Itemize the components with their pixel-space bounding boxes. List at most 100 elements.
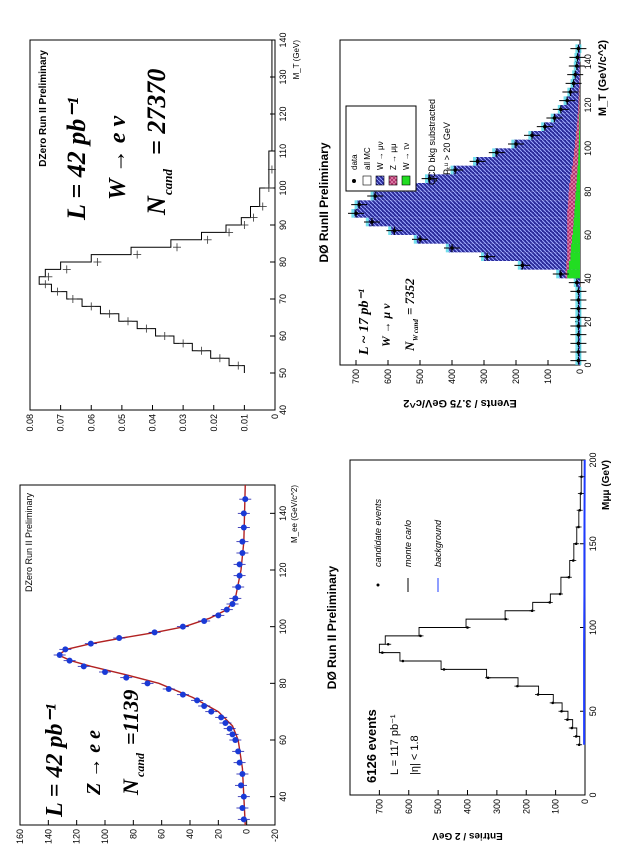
x-tick-label: 50: [588, 706, 598, 716]
w-munu-bar: [399, 183, 580, 192]
x-tick-label: 40: [583, 273, 593, 283]
data-point: [357, 202, 362, 207]
data-point: [566, 718, 569, 721]
annotation-n-value: = 7352: [402, 278, 417, 315]
z-mumu-bar: [576, 122, 580, 131]
w-munu-bar: [531, 130, 580, 140]
w-taunu-bar: [579, 113, 580, 123]
y-tick-label: 160: [15, 829, 25, 844]
data-point: [536, 693, 540, 696]
x-tick-label: 40: [278, 405, 288, 415]
data-point: [576, 306, 581, 311]
data-point: [578, 508, 582, 512]
w-taunu-bar: [572, 226, 580, 235]
data-point: [239, 550, 246, 556]
y-axis-label: Entries / 2 GeV: [432, 830, 503, 841]
z-mumu-bar: [567, 235, 573, 244]
x-tick-label: 140: [583, 54, 593, 69]
z-ee-chart: 40 60 80 100 120 140 -20 0 20 40 60 80 100 120 140 160 D…: [15, 484, 299, 844]
legend-label-1: all MC: [363, 147, 372, 170]
x-tick-label: 50: [278, 368, 288, 378]
x-tick-label: 0: [588, 792, 598, 797]
annotation-process: Z → e e: [83, 730, 105, 796]
data-point: [354, 211, 358, 216]
x-axis-label: M_T (GeV/c^2): [597, 40, 609, 116]
y-tick-label: 20: [213, 829, 223, 839]
legend-label-3: Z → μμ: [389, 143, 398, 170]
y-tick-label: 400: [447, 369, 457, 384]
data-point: [201, 618, 208, 624]
y-tick-label: 200: [521, 799, 531, 814]
z-mumu-bar: [566, 261, 569, 270]
data-point: [179, 623, 186, 630]
w-taunu-bar: [579, 130, 581, 140]
data-point: [576, 46, 581, 51]
panel-w-munu: 0 20 40 60 80 100 120 140 0 100 200 300 400 500 600 700…: [310, 20, 620, 420]
x-tick-label: 80: [278, 257, 288, 267]
z-mumu-bar: [567, 226, 573, 235]
y-tick-label: 700: [351, 369, 361, 384]
data-point: [229, 731, 236, 738]
data-point: [240, 816, 247, 823]
y-tick-label: 60: [157, 829, 167, 839]
data-point: [242, 496, 249, 503]
annotation-n-sub: W cand: [412, 319, 420, 341]
w-munu-bar: [514, 139, 580, 149]
annotation-events: 6126 events: [364, 709, 379, 783]
data-point: [576, 341, 581, 346]
legend-label-bkg: background: [433, 519, 443, 567]
w-taunu-bar: [579, 122, 580, 131]
data-point: [235, 748, 242, 755]
y-tick-label: 120: [72, 829, 82, 844]
z-mumu-bar: [567, 200, 575, 209]
data-point: [419, 634, 422, 638]
data-point: [66, 657, 73, 664]
panel-z-ee: 40 60 80 100 120 140 -20 0 20 40 60 80 100 120 140 160 D…: [0, 465, 305, 855]
legend-marker-3: [388, 175, 398, 186]
legend-marker-1: [362, 175, 372, 186]
w-munu-bar: [368, 217, 580, 227]
w-munu-bar: [553, 113, 580, 123]
data-point: [116, 635, 123, 641]
w-taunu-bar: [576, 183, 581, 192]
x-tick-label: 120: [278, 106, 288, 121]
legend-label-4: W → τν: [402, 143, 411, 170]
w-taunu-bar: [567, 269, 581, 279]
data-point: [165, 686, 172, 692]
annotation-process: W → e ν: [105, 115, 131, 200]
y-tick-label: 600: [404, 799, 414, 814]
data-point: [80, 663, 87, 670]
x-tick-label: 120: [278, 562, 288, 577]
x-tick-label: 70: [278, 294, 288, 304]
annotation-n-sub: cand: [160, 169, 175, 196]
data-point: [548, 601, 552, 604]
annotation-pt-cut: Pₜᵘ > 20 GeV: [442, 122, 452, 175]
data-point: [151, 629, 158, 636]
y-tick-label: 0: [580, 799, 590, 804]
z-mumu-bar: [573, 148, 579, 157]
data-point: [565, 98, 570, 103]
w-taunu-bar: [577, 165, 581, 175]
y-tick-label: 100: [551, 799, 561, 814]
z-mumu-bar: [575, 130, 580, 140]
y-tick-label: 300: [479, 369, 489, 384]
w-taunu-bar: [571, 243, 581, 253]
x-tick-label: 40: [278, 792, 288, 802]
w-taunu-bar: [576, 174, 580, 183]
annotation-process: W → μ ν: [379, 303, 393, 347]
x-tick-label: 60: [278, 735, 288, 745]
w-munu-bar: [448, 243, 580, 253]
data-point: [485, 254, 489, 259]
x-axis-label: M_T (GeV): [292, 40, 301, 80]
data-point: [567, 575, 571, 579]
data-point: [576, 298, 581, 302]
data-point: [571, 81, 576, 86]
data-point: [576, 289, 581, 294]
data-point: [571, 559, 575, 562]
data-point: [427, 176, 432, 181]
x-tick-label: 60: [583, 230, 593, 240]
data-point: [201, 703, 208, 709]
z-mumu-bar: [572, 157, 579, 166]
z-mumu-bar: [569, 183, 577, 192]
y-tick-label: 0.05: [117, 414, 127, 432]
